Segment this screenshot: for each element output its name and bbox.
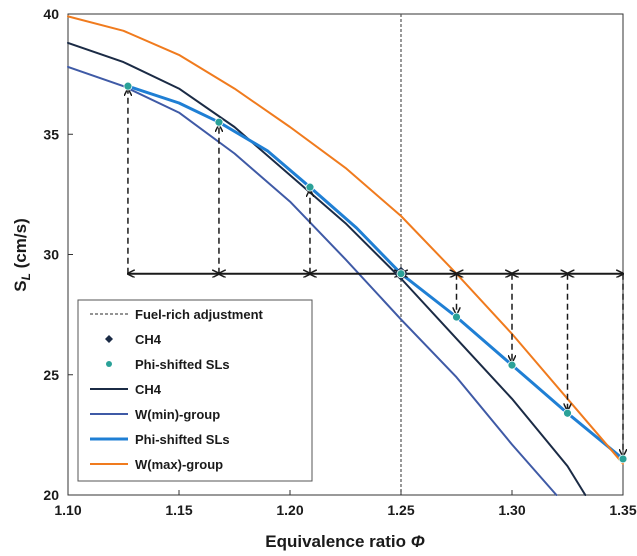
y-tick-label: 20 bbox=[43, 487, 59, 503]
phi-shifted-marker bbox=[618, 454, 628, 464]
phi-shifted-marker bbox=[507, 360, 517, 370]
series-layer bbox=[67, 15, 625, 496]
series-line-w-min-group bbox=[67, 65, 558, 496]
y-axis-label: SL (cm/s) bbox=[11, 218, 33, 291]
x-tick-label: 1.35 bbox=[609, 502, 636, 518]
phi-shifted-marker bbox=[123, 81, 133, 91]
y-tick-label: 40 bbox=[43, 6, 59, 22]
series-line-w-max-group bbox=[67, 15, 624, 465]
phi-shifted-marker bbox=[305, 182, 315, 192]
legend: Fuel-rich adjustment CH4 Phi-shifted SLs CH… bbox=[77, 299, 313, 482]
x-tick-label: 1.30 bbox=[498, 502, 525, 518]
x-axis-label: Equivalence ratio Φ bbox=[265, 532, 425, 551]
legend-label: Phi-shifted SLs bbox=[135, 357, 230, 372]
series-line-ch4 bbox=[67, 41, 587, 496]
legend-symbol-dot bbox=[106, 361, 112, 367]
x-tick-label: 1.20 bbox=[276, 502, 303, 518]
legend-label: CH4 bbox=[135, 332, 162, 347]
legend-label: W(max)-group bbox=[135, 457, 223, 472]
x-tick-label: 1.10 bbox=[54, 502, 81, 518]
y-axis: 20 25 30 35 40 bbox=[43, 6, 73, 503]
legend-box bbox=[77, 299, 313, 482]
x-tick-label: 1.15 bbox=[165, 502, 192, 518]
legend-label: CH4 bbox=[135, 382, 162, 397]
legend-label: Phi-shifted SLs bbox=[135, 432, 230, 447]
series-line-phi-shifted-sls bbox=[126, 84, 625, 461]
y-tick-label: 30 bbox=[43, 247, 59, 263]
x-axis: 1.10 1.15 1.20 1.25 1.30 1.35 bbox=[54, 490, 637, 518]
x-tick-label: 1.25 bbox=[387, 502, 414, 518]
phi-shifted-marker bbox=[563, 408, 572, 418]
legend-label: Fuel-rich adjustment bbox=[135, 307, 264, 322]
phi-shifted-marker bbox=[214, 117, 224, 127]
shift-arrows bbox=[128, 89, 623, 456]
y-tick-label: 25 bbox=[43, 367, 59, 383]
legend-label: W(min)-group bbox=[135, 407, 220, 422]
marker-layer bbox=[123, 81, 628, 464]
y-tick-label: 35 bbox=[43, 126, 59, 142]
phi-shifted-marker bbox=[452, 312, 461, 322]
legend-symbol-diamond bbox=[105, 335, 113, 343]
phi-shifted-marker bbox=[396, 269, 406, 279]
